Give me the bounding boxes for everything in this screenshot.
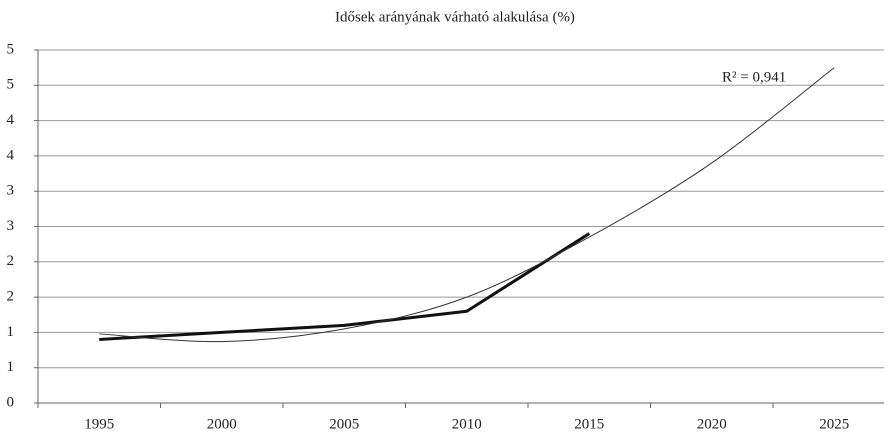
y-tick-label: 0 (7, 394, 15, 410)
x-tick-label: 1995 (84, 416, 114, 432)
y-tick-label: 2 (7, 253, 15, 269)
x-tick-label: 2020 (697, 416, 727, 432)
y-tick-label: 5 (7, 41, 15, 57)
annotation: R² = 0,941 (722, 69, 786, 85)
y-tick-label: 2 (7, 289, 15, 305)
y-tick-label: 1 (7, 324, 15, 340)
y-tick-label: 3 (7, 218, 15, 234)
chart-title: Idősek arányának várható alakulása (%) (335, 9, 575, 25)
y-tick-label: 1 (7, 359, 15, 375)
x-tick-label: 2000 (207, 416, 237, 432)
y-tick-label: 5 (7, 77, 15, 93)
series-line (99, 67, 835, 343)
x-tick-label: 2010 (452, 416, 482, 432)
x-tick-label: 2025 (819, 416, 849, 432)
y-tick-label: 4 (7, 112, 15, 128)
y-tick-label: 4 (7, 147, 15, 163)
x-tick-label: 2015 (574, 416, 604, 432)
series-line (99, 232, 591, 341)
y-tick-label: 3 (7, 183, 15, 199)
x-tick-label: 2005 (329, 416, 359, 432)
